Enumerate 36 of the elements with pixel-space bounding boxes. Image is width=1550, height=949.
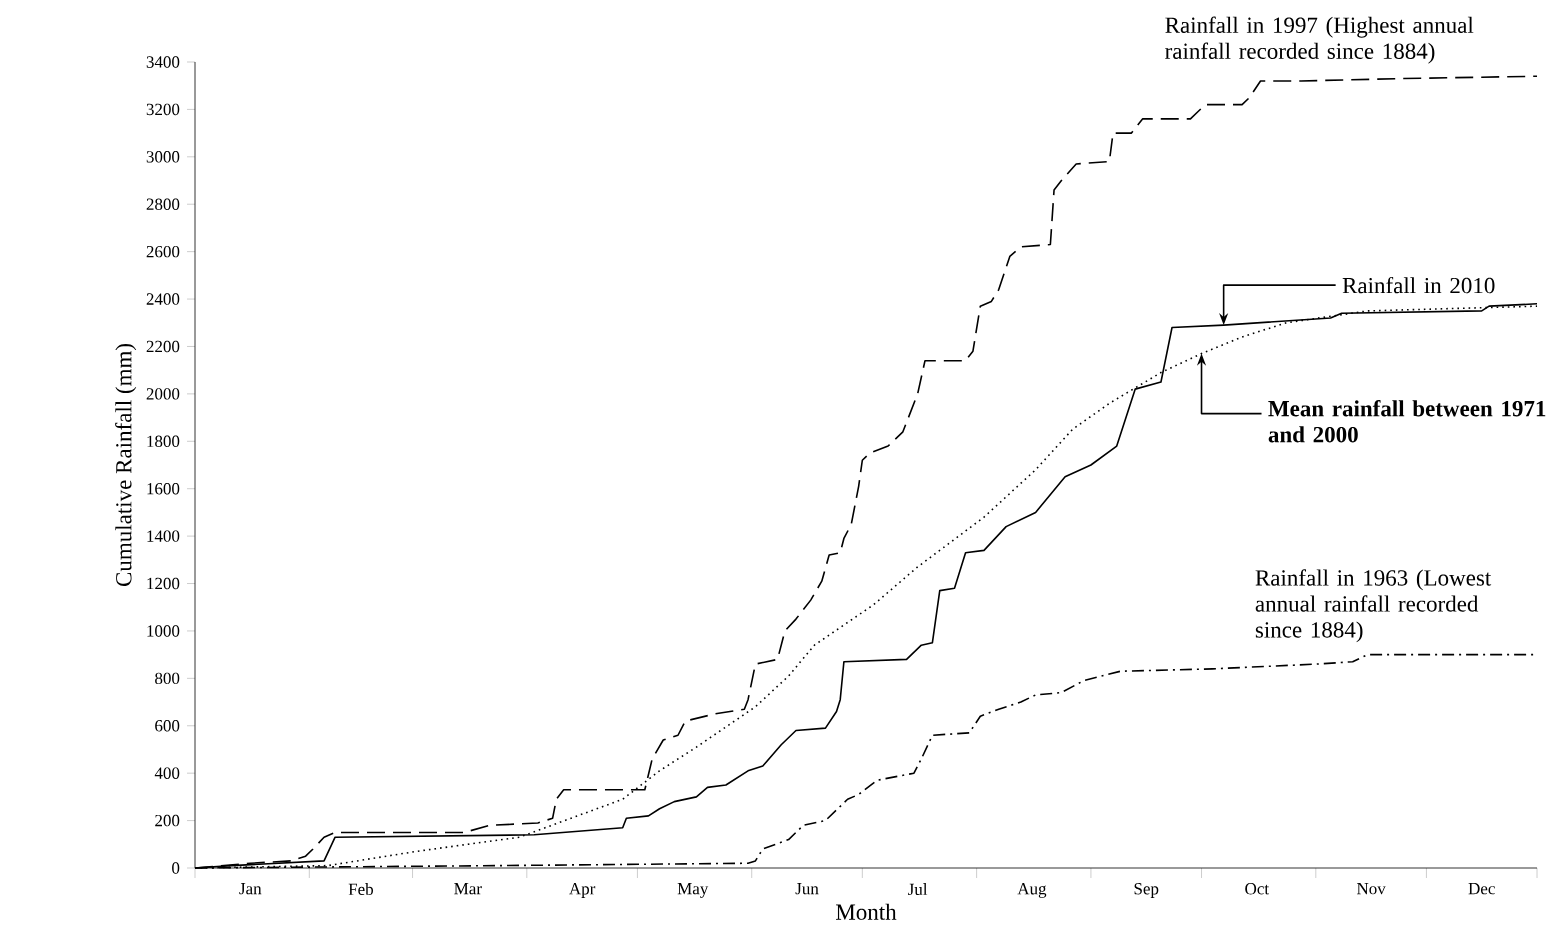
y-tick-label: 3000 — [146, 151, 180, 163]
y-tick-label: 0 — [172, 862, 180, 874]
x-tick-label: Sep — [1134, 883, 1159, 898]
y-tick-label: 3400 — [146, 56, 180, 68]
x-tick-label: Feb — [348, 883, 374, 896]
y-tick-label: 1200 — [147, 577, 180, 590]
y-tick-label: 1000 — [147, 625, 180, 637]
x-tick-label: Jun — [795, 883, 819, 895]
annotation: Rainfall in 2010 — [1342, 276, 1495, 294]
y-tick-label: 600 — [155, 720, 180, 732]
x-tick-label: Jan — [239, 883, 262, 895]
y-tick-label: 800 — [155, 672, 180, 685]
x-tick-label: Mar — [454, 883, 482, 895]
x-tick-label: Nov — [1356, 883, 1386, 895]
x-tick-label: Oct — [1245, 883, 1269, 895]
y-tick-label: 1400 — [147, 530, 180, 542]
y-tick-label: 200 — [155, 814, 180, 827]
y-tick-label: 2800 — [146, 198, 180, 210]
x-tick-label: Jul — [908, 883, 928, 896]
y-tick-label: 2600 — [146, 245, 180, 258]
x-tick-label: May — [677, 883, 709, 898]
y-tick-label: 2200 — [146, 340, 180, 353]
annotation: Rainfall in 1997 (Highest annual rainfall recorded since 1884) — [1165, 16, 1474, 64]
y-tick-label: 3200 — [146, 103, 180, 116]
annotation: Mean rainfall between 1971 and 2000 — [1268, 399, 1546, 443]
y-tick-label: 2400 — [146, 293, 180, 305]
y-axis-title: Cumulative Rainfall (mm) — [115, 343, 137, 587]
x-tick-label: Apr — [569, 883, 596, 898]
annotation: Rainfall in 1963 (Lowest annual rainfall recorded since 1884) — [1255, 569, 1492, 643]
y-tick-label: 1800 — [147, 435, 180, 448]
y-tick-label: 2000 — [146, 388, 180, 400]
y-tick-label: 1600 — [147, 482, 180, 495]
x-axis-title: Month — [836, 903, 897, 920]
y-tick-label: 400 — [154, 767, 180, 779]
x-tick-label: Dec — [1468, 883, 1495, 895]
x-tick-label: Aug — [1017, 883, 1047, 898]
